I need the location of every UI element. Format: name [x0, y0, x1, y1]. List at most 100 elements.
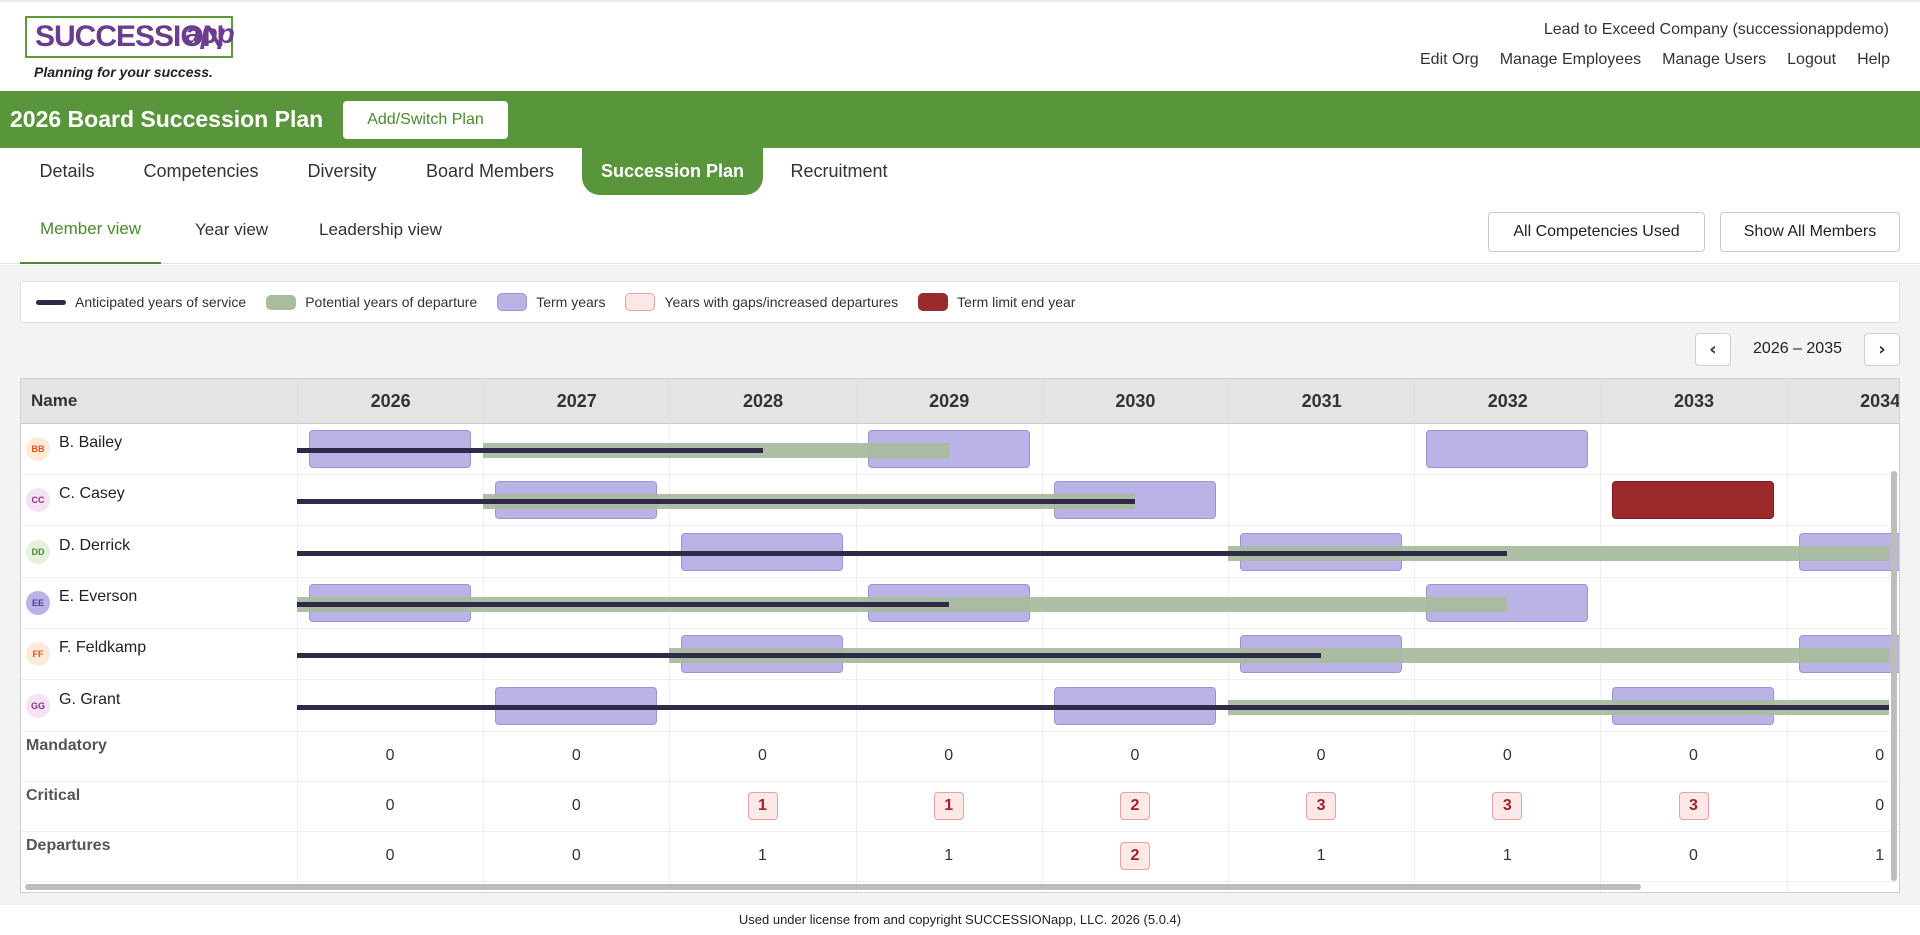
service-line [297, 653, 1322, 659]
plan-bar: 2026 Board Succession Plan Add/Switch Pl… [0, 91, 1920, 148]
footer-copyright: Used under license from and copyright SU… [0, 905, 1920, 931]
stat-value: 1 [944, 846, 954, 864]
tab-recruitment[interactable]: Recruitment [790, 161, 888, 181]
subtab-member-view[interactable]: Member view [20, 196, 162, 264]
legend-label: Potential years of departure [305, 294, 478, 310]
stat-value: 0 [1689, 846, 1698, 864]
successionapp-logo[interactable]: SUCCESSION app Planning for your success… [25, 16, 240, 86]
avatar: CC [26, 488, 50, 513]
stat-value: 0 [1316, 746, 1326, 764]
year-header: 2027 [483, 379, 669, 424]
stat-value: 1 [747, 791, 778, 820]
stat-value: 1 [1875, 846, 1885, 864]
nav-help[interactable]: Help [1857, 51, 1890, 68]
stat-value: 0 [1130, 746, 1140, 764]
stat-row: Departures 0 0 1 1 2 1 1 0 1 [21, 832, 1899, 882]
stat-value: 0 [1875, 796, 1885, 814]
avatar: EE [26, 590, 50, 615]
logo-box: SUCCESSION [25, 16, 234, 58]
next-years-button[interactable]: › [1864, 332, 1900, 366]
year-header: 2034 [1786, 379, 1899, 424]
company-name: Lead to Exceed Company (successionappdem… [1543, 21, 1889, 38]
name-column-header: Name [31, 391, 78, 410]
avatar: DD [26, 539, 50, 564]
stat-value: 1 [933, 791, 964, 820]
add-switch-plan-button[interactable]: Add/Switch Plan [343, 101, 508, 139]
all-competencies-button[interactable]: All Competencies Used [1488, 212, 1705, 252]
logo-tagline: Planning for your success. [34, 64, 213, 80]
legend-swatch-departure [266, 294, 297, 310]
plan-title: 2026 Board Succession Plan [10, 106, 324, 132]
term-limit-box[interactable] [1612, 481, 1775, 520]
stat-value: 3 [1306, 791, 1337, 820]
tab-succession-plan[interactable]: Succession Plan [582, 148, 763, 195]
tab-competencies[interactable]: Competencies [143, 161, 259, 181]
tab-diversity[interactable]: Diversity [307, 161, 377, 181]
nav-edit-org[interactable]: Edit Org [1420, 51, 1479, 68]
legend: Anticipated years of service Potential y… [20, 281, 1900, 323]
succession-grid: Name 2026 2027 2028 2029 2030 2031 2032 2033 203… [20, 378, 1900, 893]
subtab-year-view[interactable]: Year view [195, 220, 269, 239]
stat-value: 0 [758, 746, 767, 764]
year-header: 2033 [1600, 379, 1786, 424]
member-row[interactable]: DD D. Derrick [21, 527, 1899, 578]
departure-band [1228, 545, 1889, 561]
year-header: 2030 [1041, 379, 1228, 424]
nav-logout[interactable]: Logout [1787, 51, 1837, 68]
stat-label: Departures [26, 836, 111, 854]
member-name[interactable]: F. Feldkamp [59, 639, 147, 657]
year-header: 2029 [855, 379, 1042, 424]
nav-manage-employees[interactable]: Manage Employees [1499, 51, 1642, 68]
member-row[interactable]: GG G. Grant [21, 681, 1899, 732]
legend-label: Term limit end year [957, 294, 1076, 310]
member-row[interactable]: BB B. Bailey [21, 424, 1899, 475]
legend-swatch-term-limit [918, 293, 949, 311]
member-row[interactable]: EE E. Everson [21, 578, 1899, 629]
year-navigator: ‹ 2026 – 2035 › [1695, 332, 1900, 366]
term-year-box[interactable] [1426, 430, 1589, 468]
member-name[interactable]: C. Casey [59, 485, 125, 503]
stat-value: 0 [1875, 746, 1885, 764]
avatar: FF [26, 642, 50, 667]
legend-swatch-gaps [625, 293, 656, 311]
logo-word: SUCCESSION [35, 20, 224, 53]
stat-value: 3 [1678, 791, 1709, 820]
view-subtabs: Member view Year view Leadership view Al… [0, 196, 1920, 264]
member-name[interactable]: D. Derrick [59, 536, 131, 554]
legend-item-term-limit: Term limit end year [918, 293, 1075, 311]
stat-value: 0 [385, 796, 395, 814]
legend-swatch-service [36, 299, 66, 305]
service-line [297, 550, 1508, 556]
year-header: 2032 [1414, 379, 1600, 424]
main-area: Anticipated years of service Potential y… [0, 265, 1920, 905]
horizontal-scrollbar[interactable] [25, 884, 1641, 890]
stat-row: Mandatory 0 0 0 0 0 0 0 0 0 [21, 732, 1899, 782]
subtab-leadership-view[interactable]: Leadership view [319, 220, 442, 239]
stat-value: 1 [1316, 846, 1326, 864]
tab-details[interactable]: Details [39, 161, 95, 181]
member-name[interactable]: B. Bailey [59, 434, 123, 451]
vertical-scrollbar[interactable] [1891, 471, 1897, 881]
stat-row: Critical 0 0 1 1 2 3 3 3 0 [21, 782, 1899, 832]
nav-manage-users[interactable]: Manage Users [1662, 51, 1767, 68]
show-all-members-button[interactable]: Show All Members [1720, 212, 1900, 252]
legend-item-gaps: Years with gaps/increased departures [625, 293, 898, 311]
top-header: SUCCESSION app Planning for your success… [0, 0, 1920, 91]
service-line [297, 704, 1889, 710]
stat-value: 0 [1689, 746, 1698, 764]
legend-item-service: Anticipated years of service [36, 294, 246, 310]
stat-value: 0 [571, 846, 581, 864]
stat-value: 0 [1502, 746, 1512, 764]
member-row[interactable]: FF F. Feldkamp [21, 629, 1899, 681]
tab-board-members[interactable]: Board Members [425, 161, 555, 181]
stat-value: 0 [571, 796, 581, 814]
member-name[interactable]: G. Grant [59, 690, 121, 708]
stat-label: Mandatory [26, 736, 107, 754]
year-header: 2028 [669, 379, 855, 424]
member-row[interactable]: CC C. Casey [21, 475, 1899, 527]
prev-years-button[interactable]: ‹ [1695, 332, 1732, 366]
legend-label: Anticipated years of service [75, 294, 247, 310]
year-header: 2031 [1228, 379, 1414, 424]
logo-app: app [185, 18, 235, 49]
member-name[interactable]: E. Everson [59, 587, 138, 605]
